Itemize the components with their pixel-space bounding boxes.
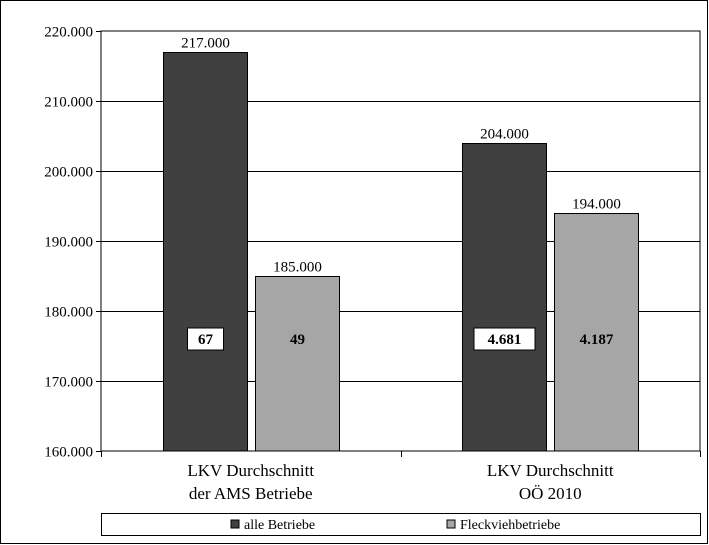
legend-swatch: [230, 519, 240, 529]
x-category-label: LKV Durchschnitt: [487, 461, 614, 480]
y-tick-label: 190.000: [44, 235, 93, 251]
bar-count-label: 4.681: [488, 332, 522, 348]
bars: 217.000 67 185.000 49 204.000 4.681 194.000 4.1…: [163, 36, 639, 452]
y-tick-label: 210.000: [44, 95, 93, 111]
bar-count-label: 4.187: [580, 332, 614, 348]
y-tick-label: 180.000: [44, 305, 93, 321]
x-category-label: LKV Durchschnitt: [187, 461, 314, 480]
x-axis-categories: LKV Durchschnitt der AMS Betriebe LKV Durc…: [187, 461, 613, 503]
bar-value-label: 185.000: [273, 260, 322, 276]
legend-swatch: [446, 519, 456, 529]
y-tick-label: 200.000: [44, 165, 93, 181]
bar-value-label: 194.000: [572, 197, 621, 213]
bar-fleckviehbetriebe: [554, 213, 639, 452]
legend: alle Betriebe Fleckviehbetriebe: [101, 513, 701, 536]
x-category-label: der AMS Betriebe: [189, 484, 313, 503]
bar-count-label: 49: [290, 332, 305, 348]
count-label-box: [187, 327, 224, 351]
legend-box: [101, 513, 701, 536]
legend-label: Fleckviehbetriebe: [460, 518, 560, 533]
y-axis: 160.000 170.000 180.000 190.000 200.000 210.0…: [44, 25, 701, 461]
bar-value-label: 204.000: [480, 127, 529, 143]
bar-alle-betriebe: [462, 143, 547, 452]
y-tick-label: 220.000: [44, 25, 93, 41]
count-label-box: [473, 327, 536, 351]
bar-count-label: 67: [198, 332, 214, 348]
bar-alle-betriebe: [163, 52, 248, 452]
bar-fleckviehbetriebe: [255, 276, 340, 452]
y-tick-label: 170.000: [44, 375, 93, 391]
x-category-label: OÖ 2010: [519, 484, 582, 503]
y-tick-label: 160.000: [44, 445, 93, 461]
legend-label: alle Betriebe: [244, 518, 315, 533]
bar-value-label: 217.000: [181, 36, 230, 52]
